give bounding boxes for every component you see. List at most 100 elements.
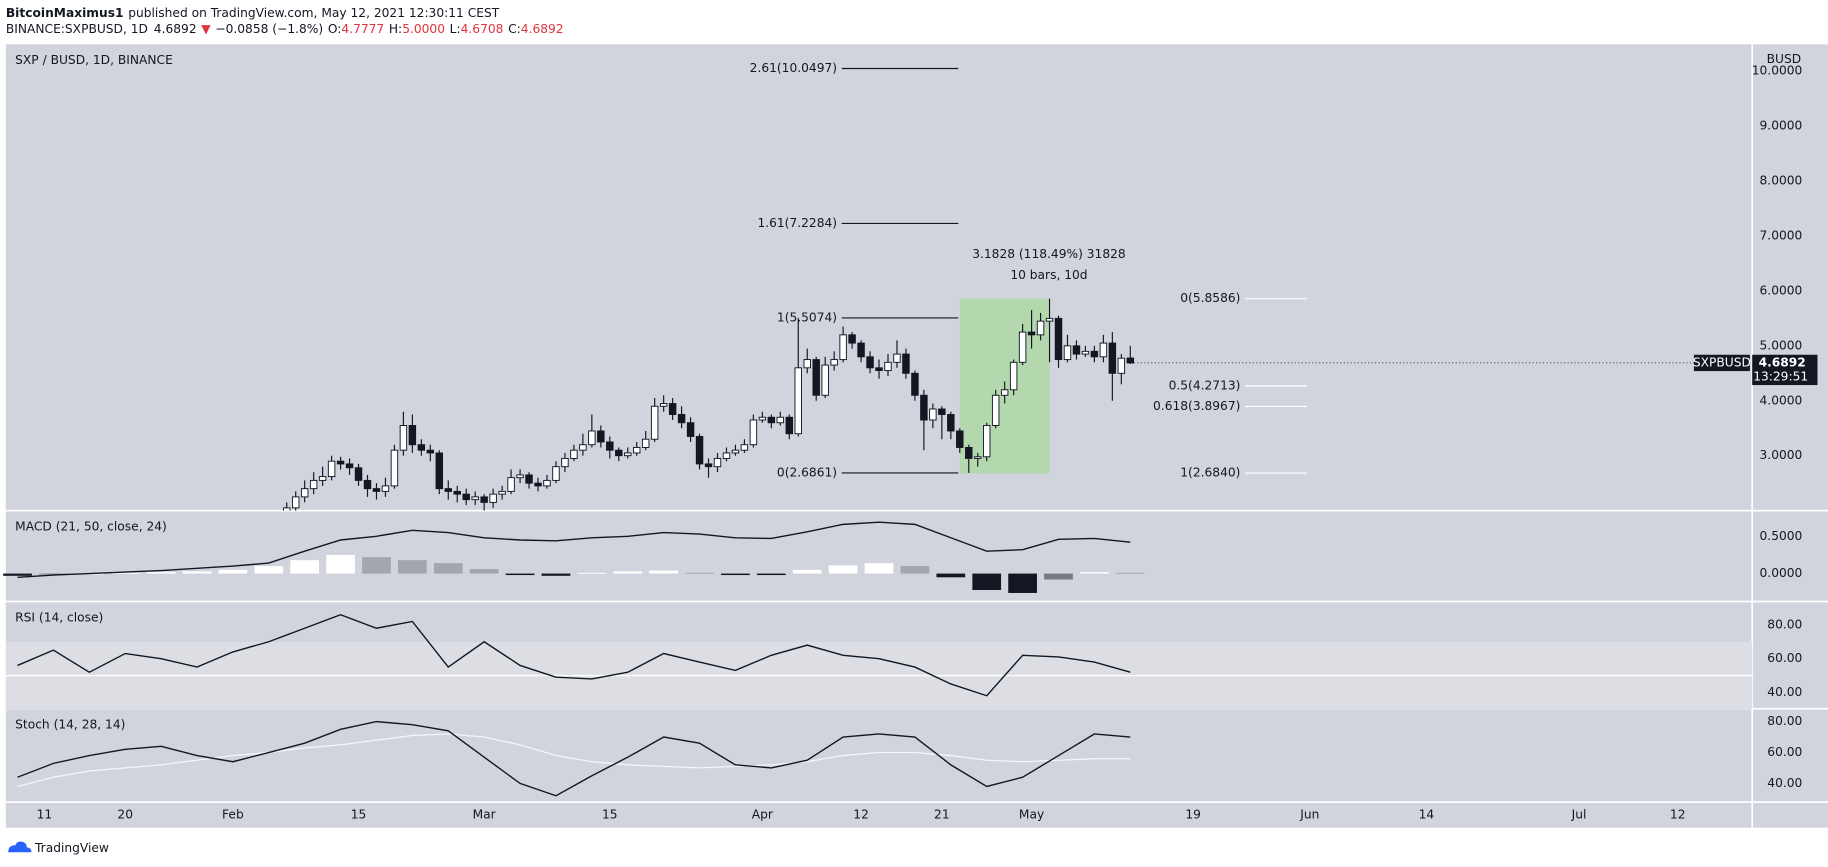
fib-label: 1(2.6840) — [1180, 466, 1240, 480]
macd-histogram-bar — [721, 573, 750, 576]
candle-body — [677, 414, 686, 424]
fib-label: 0.5(4.2713) — [1169, 378, 1241, 392]
candle-body — [471, 496, 479, 501]
logo — [8, 841, 32, 853]
candle-body — [615, 449, 623, 457]
macd-histogram-bar — [469, 569, 499, 574]
change: −0.0858 (−1.8%) — [215, 22, 323, 36]
open-label: O: — [328, 22, 342, 36]
candle-body — [956, 430, 964, 448]
y-tick-label: 5.0000 — [1760, 338, 1803, 352]
stoch-d-line — [17, 733, 1131, 788]
fib-label: 0(2.6861) — [777, 465, 837, 479]
candle-body — [318, 476, 327, 481]
fib-label: 1.61(7.2284) — [757, 216, 837, 230]
macd-histogram-bar — [936, 573, 966, 578]
y-tick-label: 4.0000 — [1760, 393, 1803, 407]
candle-body — [606, 441, 614, 451]
panel-title: SXP / BUSD, 1D, BINANCE — [15, 53, 173, 67]
candle-body — [1054, 317, 1063, 361]
candle-body — [597, 430, 605, 443]
candle-body — [1027, 331, 1036, 336]
candle-body — [722, 452, 731, 459]
candle-body — [1000, 389, 1009, 396]
last-price: 4.6892 — [154, 22, 197, 36]
candle-body — [929, 408, 937, 421]
y-tick-label: 60.00 — [1767, 745, 1802, 759]
y-tick-label: 10.0000 — [1752, 64, 1803, 78]
candle-body — [570, 449, 578, 459]
candle-body — [839, 334, 847, 361]
candle-body — [740, 444, 749, 451]
candle-body — [767, 416, 776, 424]
candle-body — [1063, 345, 1072, 361]
macd-histogram-bar — [756, 573, 786, 576]
candle-body — [498, 490, 506, 495]
candle-body — [1072, 345, 1081, 355]
candle-body — [1090, 350, 1099, 358]
x-tick-label: May — [1019, 807, 1044, 821]
candle-body — [480, 496, 488, 503]
candle-body — [650, 405, 659, 440]
candle-body — [588, 430, 596, 446]
candle-body — [875, 367, 883, 372]
macd-histogram-bar — [39, 573, 68, 575]
candle-body — [291, 496, 300, 509]
candle-body — [794, 367, 802, 435]
macd-line — [17, 521, 1131, 578]
candle-body — [399, 425, 408, 451]
symbol-tag: SXPBUSD — [1693, 355, 1751, 369]
macd-histogram-bar — [182, 571, 212, 574]
candle-body — [731, 449, 740, 454]
close-label: C: — [508, 22, 521, 36]
candle-body — [911, 372, 919, 396]
candle-body — [938, 408, 946, 415]
y-tick-label: 7.0000 — [1760, 228, 1803, 242]
x-tick-label: 14 — [1419, 807, 1435, 821]
candle-body — [632, 446, 641, 454]
fib-label: 1(5.5074) — [777, 310, 837, 324]
y-tick-label: 6.0000 — [1760, 283, 1803, 297]
candle-body — [300, 488, 309, 498]
candle-body — [1018, 331, 1027, 363]
candle-body — [1126, 357, 1135, 364]
candle-body — [525, 474, 533, 484]
macd-histogram-bar — [828, 565, 858, 574]
x-tick-label: 11 — [37, 807, 53, 821]
candle-body — [803, 359, 811, 369]
high-label: H: — [389, 22, 402, 36]
candle-body — [884, 361, 892, 372]
candle-body — [668, 403, 677, 415]
candle-body — [1045, 317, 1054, 322]
symbol: BINANCE:SXPBUSD, 1D — [6, 22, 148, 36]
candle-body — [1117, 357, 1126, 374]
candle-body — [516, 474, 524, 479]
low-value: 4.6708 — [461, 22, 504, 36]
measure-sublabel: 10 bars, 10d — [1010, 268, 1087, 282]
macd-histogram-bar — [110, 572, 140, 574]
candle-body — [902, 353, 910, 374]
x-tick-label: 21 — [934, 807, 950, 821]
price-tag-box — [1752, 354, 1818, 386]
x-tick-label: 20 — [117, 807, 133, 821]
candle-body — [426, 449, 435, 454]
chart-background — [5, 44, 1828, 828]
published: published on TradingView.com, May 12, 20… — [128, 5, 500, 19]
fib-label: 2.61(10.0497) — [750, 61, 837, 75]
macd-histogram-bar — [433, 563, 463, 574]
macd-histogram-bar — [613, 571, 643, 574]
candle-body — [866, 356, 874, 369]
price-tag: 4.6892 — [1759, 355, 1806, 369]
candle-body — [695, 436, 704, 465]
candle-body — [857, 342, 865, 358]
y-tick-label: 0.0000 — [1760, 566, 1803, 580]
y-tick-label: 40.00 — [1767, 776, 1802, 790]
candle-body — [283, 507, 291, 511]
macd-histogram-bar — [146, 572, 176, 574]
candle-body — [659, 403, 668, 407]
candle-body — [830, 359, 838, 366]
logo-cloud — [8, 841, 32, 853]
header-line-2: BINANCE:SXPBUSD, 1D 4.6892 ▼ −0.0858 (−1.8%… — [6, 22, 564, 36]
candle-body — [920, 394, 928, 421]
candle-body — [704, 463, 713, 468]
